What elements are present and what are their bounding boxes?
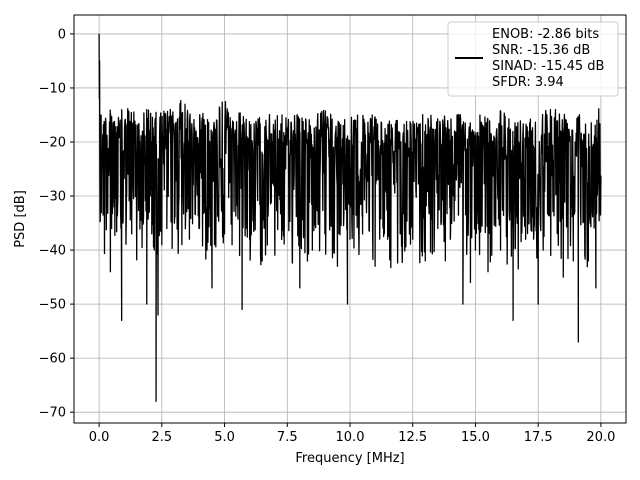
legend-sfdr: SFDR: 3.94: [492, 75, 564, 90]
legend: ENOB: -2.86 bits SNR: -15.36 dB SINAD: -…: [447, 21, 619, 97]
x-tick-label: 12.5: [398, 430, 427, 445]
x-tick-label: 2.5: [151, 430, 172, 445]
x-tick-label: 17.5: [524, 430, 553, 445]
y-tick-label: −40: [39, 244, 66, 259]
psd-series-line: [98, 33, 602, 403]
y-tick-label: −60: [39, 352, 66, 367]
y-axis-label: PSD [dB]: [13, 190, 28, 248]
x-tick-label: 10.0: [336, 430, 365, 445]
legend-box: [447, 21, 619, 97]
legend-enob: ENOB: -2.86 bits: [492, 27, 599, 42]
x-tick-label: 15.0: [461, 430, 490, 445]
y-tick-label: −30: [39, 190, 66, 205]
y-tick-label: −10: [39, 81, 66, 96]
x-tick-label: 20.0: [586, 430, 615, 445]
axis-ticks: 0.0 2.5 5.0 7.5 10.0 12.5 15.0 17.5 20.0 0 −10 −20 −…: [39, 27, 616, 445]
plot-area: [98, 33, 602, 403]
y-tick-label: −20: [39, 135, 66, 150]
x-tick-label: 0.0: [89, 430, 110, 445]
x-axis-label: Frequency [MHz]: [295, 451, 404, 466]
y-tick-label: 0: [58, 27, 66, 42]
x-tick-label: 7.5: [277, 430, 298, 445]
legend-sinad: SINAD: -15.45 dB: [492, 59, 604, 74]
y-tick-label: −70: [39, 406, 66, 421]
y-tick-label: −50: [39, 298, 66, 313]
x-tick-label: 5.0: [214, 430, 235, 445]
legend-snr: SNR: -15.36 dB: [492, 43, 590, 58]
